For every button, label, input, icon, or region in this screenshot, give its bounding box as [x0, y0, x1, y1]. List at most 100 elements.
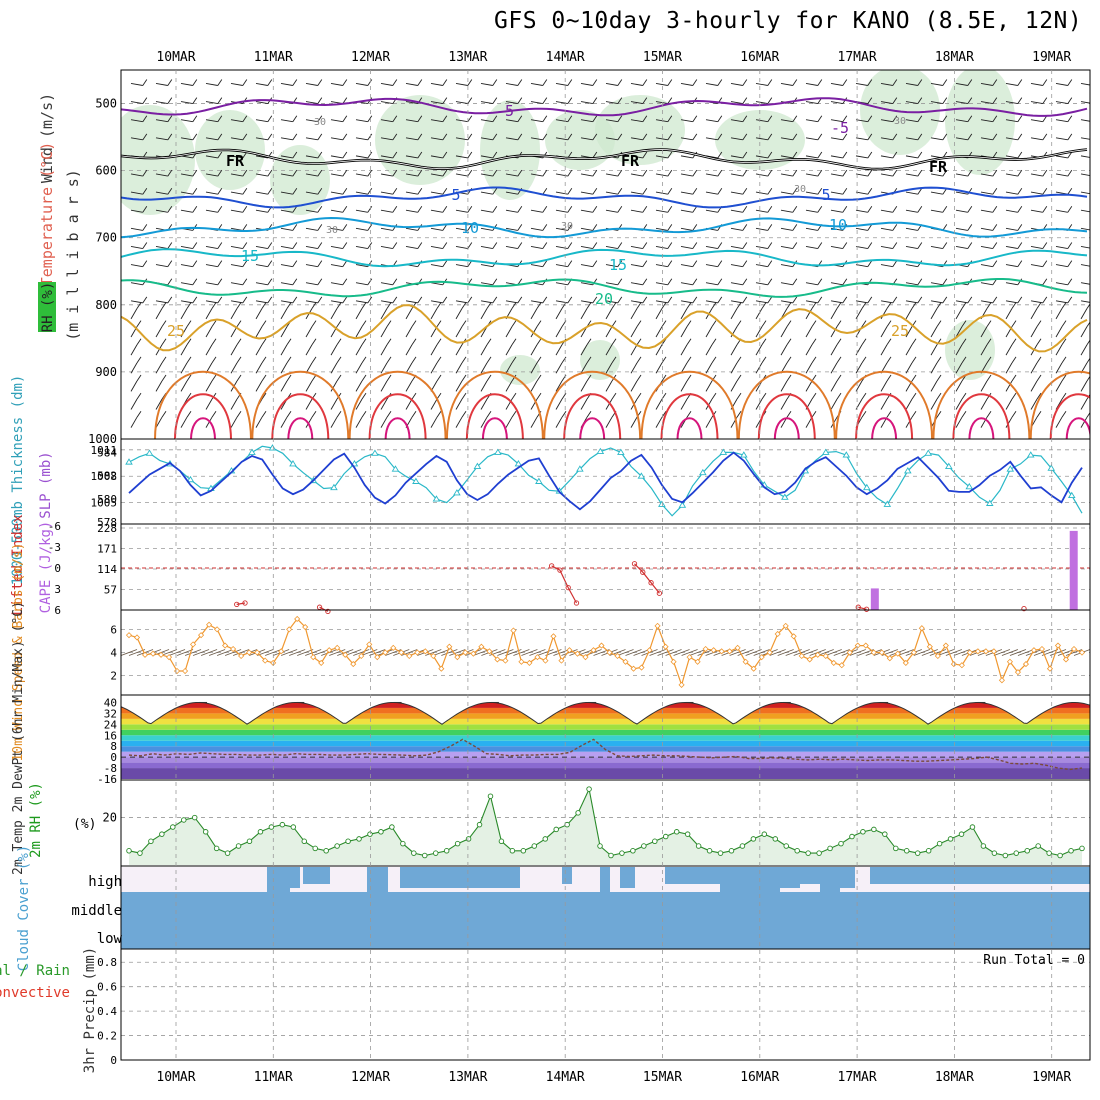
wind-barb: [780, 264, 793, 268]
wind-barb-flag: [1036, 410, 1042, 418]
wind-barb: [755, 101, 768, 105]
slp-point: [924, 449, 933, 456]
wind-barb: [780, 227, 793, 231]
isotherm-label: 10: [461, 219, 479, 237]
wind-barb-flag: [342, 151, 348, 159]
temp-band: [121, 757, 1090, 763]
wind-barb-flag: [1017, 224, 1023, 231]
wind-barb-flag: [292, 206, 298, 213]
wind-barb-flag: [867, 97, 873, 104]
rh-point: [542, 836, 549, 842]
day-label-bottom: 18MAR: [935, 1070, 974, 1085]
rh-point: [706, 848, 713, 854]
wind-speed-point: [798, 652, 805, 660]
wind-barb: [330, 416, 338, 428]
rh-point: [794, 848, 800, 854]
wind-barb-flag: [136, 320, 142, 327]
wind-barb: [505, 191, 518, 195]
wind-barb-flag: [386, 302, 392, 309]
wind-barb-flag: [392, 242, 398, 249]
wind-barb: [980, 380, 988, 392]
wind-barb-flag: [786, 356, 792, 364]
rh-point: [1035, 843, 1041, 849]
wind-barb: [705, 398, 713, 410]
wind-barb: [805, 326, 813, 338]
wind-barb: [580, 137, 593, 141]
wind-barb-flag: [761, 356, 767, 364]
wind-barb-flag: [992, 224, 998, 231]
wind-barb-flag: [392, 187, 398, 195]
wind-barb-flag: [642, 97, 648, 104]
wind-speed-point: [550, 633, 557, 640]
rh-point: [290, 824, 297, 830]
wind-barb-flag: [617, 115, 623, 122]
wind-barb: [505, 101, 518, 105]
wind-speed-point: [222, 642, 229, 649]
wind-barb-flag: [642, 242, 648, 249]
wind-barb: [505, 137, 518, 141]
wind-barb-flag: [917, 79, 923, 86]
wind-barb: [665, 649, 682, 656]
wind-barb: [793, 649, 810, 656]
wind-barb-flag: [267, 169, 273, 177]
temp-tick-label: 40: [104, 696, 117, 709]
wind-barb: [830, 173, 843, 177]
wind-barb-flag: [442, 169, 448, 177]
wind-barb: [480, 191, 493, 195]
wind-barb-flag: [886, 392, 892, 400]
wind-barb-flag: [767, 187, 773, 195]
rh-line: [128, 787, 1083, 857]
wind-barb: [680, 282, 693, 286]
wind-barb: [1030, 82, 1043, 86]
upper-air-ylabel-group: Wind (m/s) Temperature (°C) RH (%) (m i …: [38, 93, 82, 341]
wind-barb-flag: [236, 410, 242, 418]
wind-barb-flag: [1036, 356, 1042, 364]
wind-barb: [830, 191, 843, 195]
wind-barb-flag: [1093, 279, 1097, 285]
day-label-bottom: 14MAR: [546, 1070, 585, 1085]
wind-barb: [200, 649, 218, 656]
slp-point: [617, 448, 625, 455]
wind-barb-flag: [811, 338, 817, 345]
wind-speed-point: [238, 652, 245, 660]
cloud-high-bar: [870, 867, 1090, 884]
wind-speed-point: [302, 623, 309, 631]
rh-point: [213, 845, 220, 852]
wind-barb-flag: [186, 338, 192, 345]
wind-barb: [155, 344, 163, 356]
cape-tick-label: 57: [104, 584, 117, 597]
wind-barb-flag: [136, 338, 142, 345]
rh-point: [126, 848, 132, 854]
wind-barb-flag: [736, 392, 742, 400]
wind-barb-flag: [361, 320, 367, 327]
wind-barb: [1080, 155, 1090, 158]
wind-barb-flag: [936, 320, 942, 327]
wind-barb-flag: [892, 296, 898, 304]
wind-barb: [755, 344, 763, 356]
wind-barb-flag: [417, 296, 423, 304]
wind-barb: [1005, 119, 1018, 123]
rh-point: [411, 850, 417, 856]
wind-speed-point: [406, 652, 413, 660]
wind-barb-flag: [792, 187, 798, 195]
wind-barb: [230, 246, 243, 249]
wind-barb: [930, 101, 943, 105]
wind-barb-flag: [636, 392, 642, 400]
wind-speed-point: [141, 651, 149, 658]
rh-point: [805, 850, 811, 856]
wind-speed-point: [838, 662, 845, 669]
isotherm-hot-loop: [1029, 370, 1090, 439]
wind-barb: [255, 191, 268, 195]
wind-barb: [630, 246, 643, 249]
wind-barb: [1005, 227, 1018, 231]
wind-barb: [255, 344, 263, 356]
wind-barb: [880, 246, 893, 249]
wind-barb-flag: [686, 356, 692, 364]
wind-barb-flag: [592, 169, 598, 177]
wind-barb-flag: [767, 133, 773, 141]
wind-barb-flag: [617, 187, 623, 195]
temp-tick-label: 24: [104, 718, 118, 731]
wind-barb: [449, 649, 466, 656]
isotherm-hot-loop: [174, 393, 232, 439]
rh-point: [422, 852, 428, 859]
